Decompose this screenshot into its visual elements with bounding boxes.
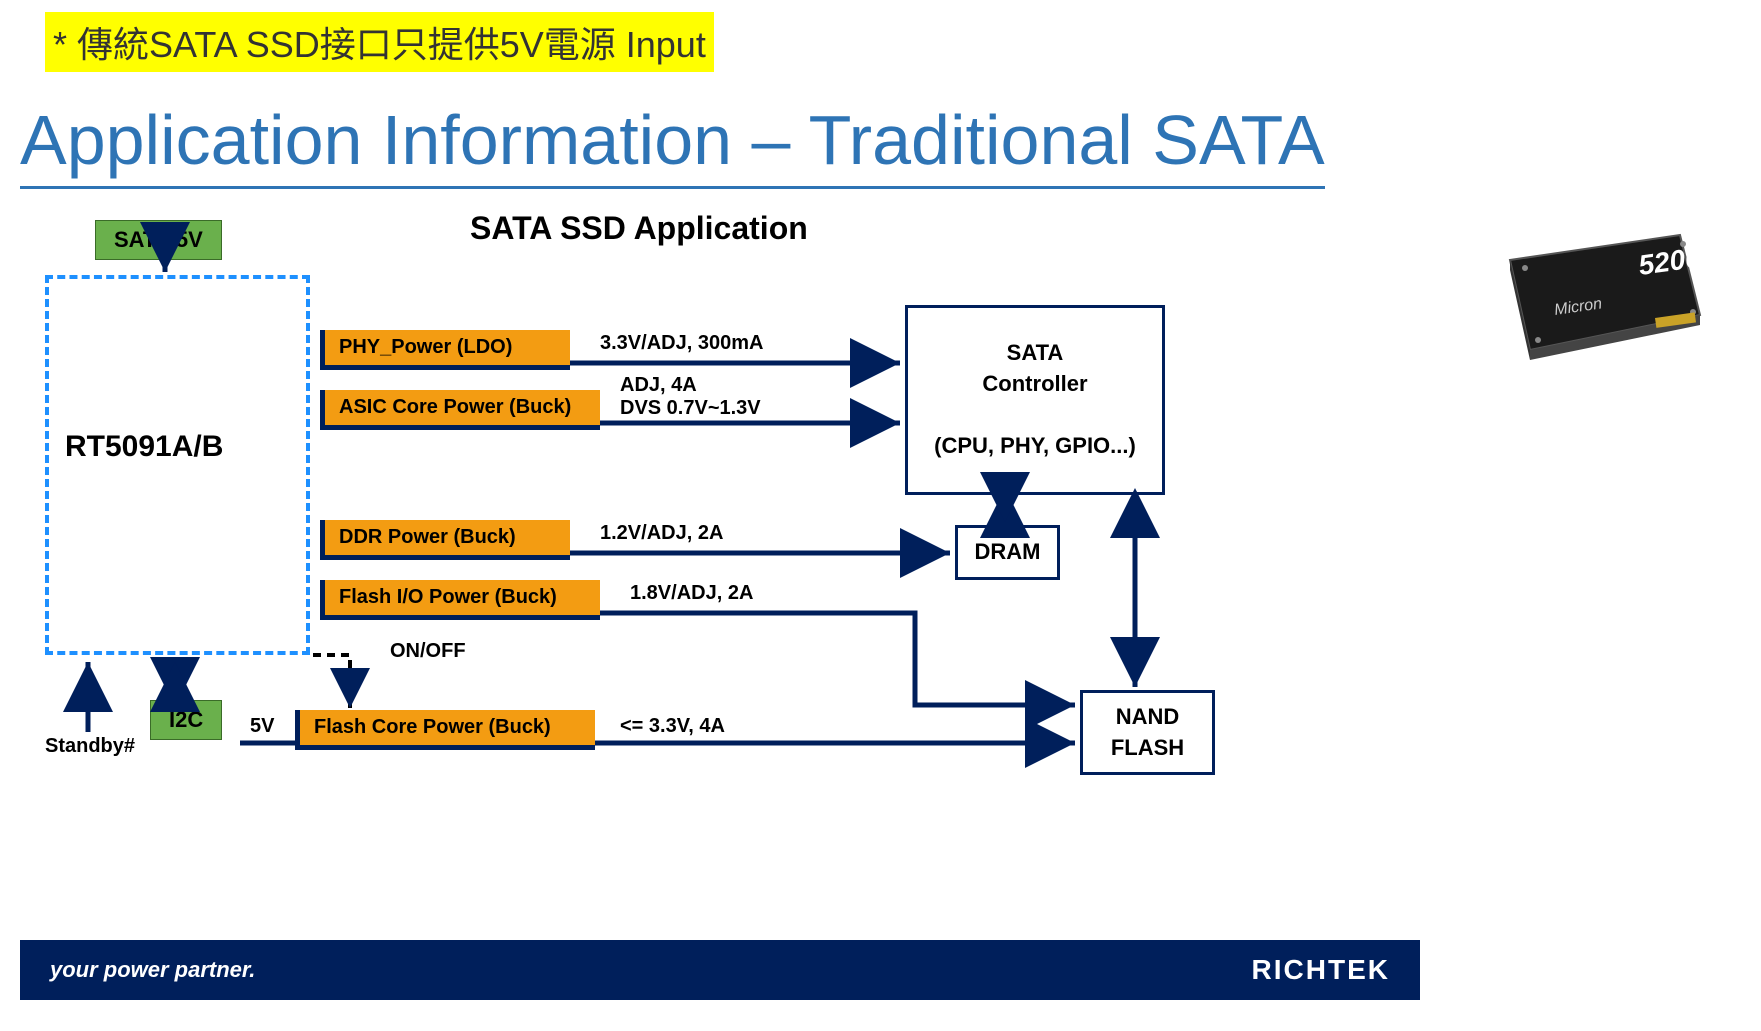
ssd-product-image: 5200 Micron [1500, 220, 1710, 370]
rail-flash-io: Flash I/O Power (Buck) [320, 580, 600, 620]
standby-label: Standby# [45, 735, 135, 758]
rail-flash-core-spec: <= 3.3V, 4A [620, 715, 725, 738]
pmic-label: RT5091A/B [65, 430, 223, 464]
pmic-dashed-box [45, 275, 310, 655]
dram-block: DRAM [955, 525, 1060, 580]
footer-tagline: your power partner. [50, 957, 255, 983]
nand-flash-block: NAND FLASH [1080, 690, 1215, 775]
5v-input-label: 5V [250, 715, 274, 738]
rail-phy-spec: 3.3V/ADJ, 300mA [600, 332, 763, 355]
rail-phy-power: PHY_Power (LDO) [320, 330, 570, 370]
rail-ddr-power: DDR Power (Buck) [320, 520, 570, 560]
footer-bar: your power partner. RICHTEK [20, 940, 1420, 1000]
rail-asic-spec: ADJ, 4A DVS 0.7V~1.3V [620, 374, 761, 420]
i2c-block: I2C [150, 700, 222, 740]
sata-controller-block: SATA Controller (CPU, PHY, GPIO...) [905, 305, 1165, 495]
footer-brand: RICHTEK [1252, 954, 1390, 986]
block-diagram: SATA 5V RT5091A/B PHY_Power (LDO) 3.3V/A… [20, 220, 1420, 940]
slide-title: Application Information – Traditional SA… [20, 100, 1325, 189]
highlighted-note: * 傳統SATA SSD接口只提供5V電源 Input [45, 12, 714, 72]
rail-asic-core: ASIC Core Power (Buck) [320, 390, 600, 430]
rail-flash-io-spec: 1.8V/ADJ, 2A [630, 582, 753, 605]
rail-flash-core: Flash Core Power (Buck) [295, 710, 595, 750]
onoff-label: ON/OFF [390, 640, 466, 663]
rail-ddr-spec: 1.2V/ADJ, 2A [600, 522, 723, 545]
sata-5v-block: SATA 5V [95, 220, 222, 260]
